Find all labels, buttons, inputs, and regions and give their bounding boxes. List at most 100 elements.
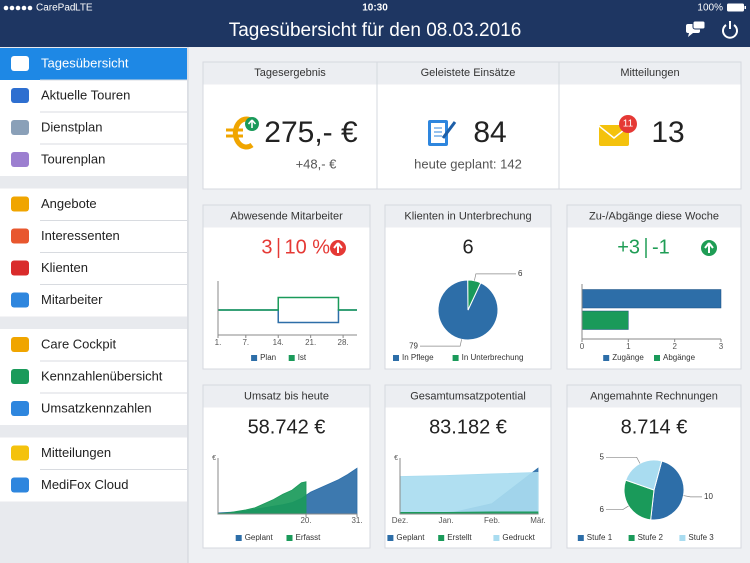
header-title: Tagesübersicht für den 08.03.2016 [229, 20, 522, 41]
menu-label: Umsatzkennzahlen [41, 400, 152, 415]
legend-swatch [393, 355, 399, 361]
x-tick-label: Mär. [530, 516, 546, 525]
menu-label: Dienstplan [41, 119, 102, 134]
menu-icon [11, 152, 29, 167]
widget-header [567, 385, 741, 408]
summary-header [203, 62, 741, 85]
menu-item[interactable] [0, 284, 187, 317]
pie-label: 79 [409, 341, 418, 350]
legend-swatch [493, 535, 500, 541]
notebook-icon [428, 120, 457, 146]
menu-icon [11, 196, 29, 212]
menu-item[interactable] [0, 329, 187, 361]
widget-title: Zu-/Abgänge diese Woche [589, 210, 719, 222]
menu-icon [11, 337, 29, 352]
headline-left: 3 [261, 236, 272, 258]
summary-value: 13 [651, 116, 684, 149]
menu-item[interactable] [0, 252, 187, 285]
summary-value: 84 [473, 116, 506, 149]
menu-label: Mitarbeiter [41, 292, 103, 307]
pie-slice [623, 479, 655, 521]
power-button[interactable] [722, 21, 738, 39]
widget-title: Klienten in Unterbrechung [404, 210, 531, 222]
menu-item[interactable] [0, 144, 187, 176]
summary-title: Geleistete Einsätze [421, 67, 516, 79]
legend-swatch [387, 535, 394, 541]
badge-count: 11 [623, 119, 634, 130]
legend-swatch [286, 535, 293, 541]
menu-label: Mitteilungen [41, 445, 111, 460]
menu-item[interactable] [0, 393, 187, 425]
trend-arrow [333, 242, 343, 253]
headline: 6 [462, 236, 473, 258]
menu-label: Tagesübersicht [41, 55, 129, 70]
widget-card [202, 384, 371, 549]
menu-label: Tourenplan [41, 151, 105, 166]
widget-card [566, 204, 742, 370]
y-axis-label: € [394, 455, 398, 462]
widget-header [567, 205, 741, 228]
chat-button[interactable] [686, 20, 706, 37]
y-axis-label: € [212, 455, 216, 462]
headline-right: 10 % [285, 236, 331, 258]
leader-line [683, 495, 702, 498]
summary-title: Mitteilungen [620, 67, 679, 79]
battery-icon [727, 3, 746, 12]
menu-label: Klienten [41, 260, 88, 275]
menu-label: Interessenten [41, 228, 120, 243]
widget-title: Gesamtumsatzpotential [410, 390, 526, 402]
menu-icon [11, 292, 29, 308]
legend-label: In Pflege [402, 353, 434, 362]
x-tick-label: 21. [305, 338, 316, 347]
legend-label: Erstellt [447, 533, 472, 542]
top-bar [0, 0, 750, 47]
menu-item[interactable] [0, 361, 187, 393]
x-tick-label: Feb. [484, 516, 500, 525]
x-tick-label: 20. [300, 516, 311, 525]
pie-label: 5 [600, 452, 605, 461]
menu-icon [11, 228, 29, 244]
headline: 58.742 € [248, 416, 326, 438]
leader-line [420, 339, 462, 347]
headline: 8.714 € [621, 416, 688, 438]
widget-header [385, 385, 551, 408]
menu-item[interactable] [0, 220, 187, 253]
widget-header [203, 385, 370, 408]
legend-label: Stufe 2 [638, 533, 664, 542]
x-tick-label: 31. [351, 516, 362, 525]
line [218, 296, 357, 311]
widget-header [203, 205, 370, 228]
menu-label: MediFox Cloud [41, 477, 128, 492]
bar [581, 310, 629, 330]
menu-label: Care Cockpit [41, 336, 117, 351]
summary-value: 275,- € [264, 116, 358, 149]
menu-icon [11, 88, 29, 103]
menu-item[interactable] [0, 188, 187, 221]
widget-title: Abwesende Mitarbeiter [230, 210, 343, 222]
badge [619, 115, 637, 133]
widget-card [384, 384, 552, 549]
x-tick-label: 28. [338, 338, 349, 347]
menu-item[interactable] [0, 469, 187, 502]
pie-label: 6 [518, 269, 523, 278]
pie-slice [467, 279, 482, 311]
menu-item[interactable] [0, 80, 187, 112]
euro-icon [226, 116, 259, 150]
x-tick-label: Jan. [438, 516, 453, 525]
legend-swatch [452, 355, 459, 361]
widget-title: Umsatz bis heute [244, 390, 329, 402]
menu-icon [11, 401, 29, 416]
menu-item[interactable] [0, 437, 187, 470]
legend-label: Geplant [245, 533, 274, 542]
headline-right: -1 [652, 236, 670, 258]
menu-label: Angebote [41, 196, 97, 211]
battery-level: 100% [697, 3, 723, 14]
legend-label: Stufe 1 [587, 533, 613, 542]
menu-item[interactable] [0, 48, 187, 80]
x-tick-label: 3 [719, 342, 724, 351]
menu-label: Kennzahlenübersicht [41, 368, 163, 383]
legend-swatch [288, 355, 295, 361]
menu-item[interactable] [0, 112, 187, 144]
menu-icon [11, 56, 29, 71]
x-tick-label: 2 [672, 342, 677, 351]
